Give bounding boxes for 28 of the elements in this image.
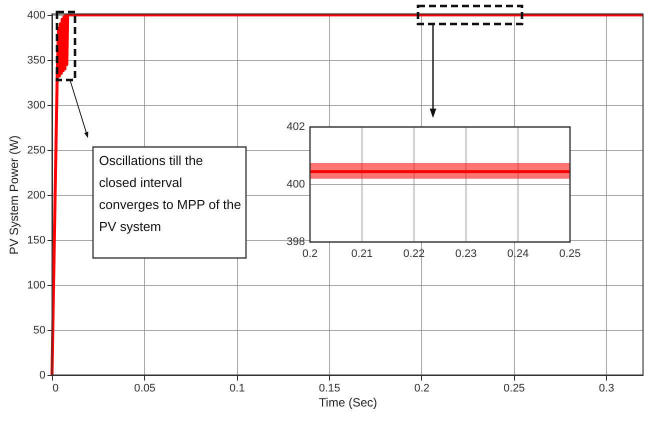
x-tick-label: 0.23 — [455, 248, 477, 260]
x-tick-label: 0.2 — [414, 382, 430, 394]
y-tick-label: 398 — [286, 236, 305, 248]
y-tick-label: 50 — [33, 324, 46, 336]
y-tick-label: 0 — [39, 370, 46, 382]
x-tick-label: 0.05 — [134, 382, 156, 394]
y-axis-title: PV System Power (W) — [7, 135, 22, 255]
x-tick-label: 0.3 — [598, 382, 614, 394]
x-axis-title: Time (Sec) — [318, 396, 378, 410]
x-tick-label: 0.21 — [351, 248, 373, 260]
y-tick-label: 200 — [27, 189, 46, 202]
y-tick-label: 300 — [27, 99, 46, 112]
y-tick-label: 250 — [27, 144, 46, 156]
x-tick-label: 0.2 — [302, 248, 318, 260]
y-tick-label: 100 — [27, 279, 46, 292]
x-tick-label: 0 — [52, 382, 59, 394]
x-tick-label: 0.24 — [507, 248, 529, 260]
y-tick-label: 150 — [27, 234, 46, 246]
y-tick-label: 400 — [27, 9, 46, 22]
y-tick-label: 400 — [286, 178, 305, 190]
annotation: Oscillations till the closed interval converges to MPP of the PV system — [99, 153, 242, 234]
y-tick-label: 350 — [27, 54, 46, 66]
x-tick-label: 0.25 — [559, 248, 581, 260]
x-tick-label: 0.22 — [403, 248, 425, 260]
x-tick-label: 0.1 — [230, 382, 245, 394]
y-tick-label: 402 — [286, 121, 305, 133]
x-tick-label: 0.15 — [318, 382, 340, 394]
x-tick-label: 0.25 — [504, 382, 525, 394]
